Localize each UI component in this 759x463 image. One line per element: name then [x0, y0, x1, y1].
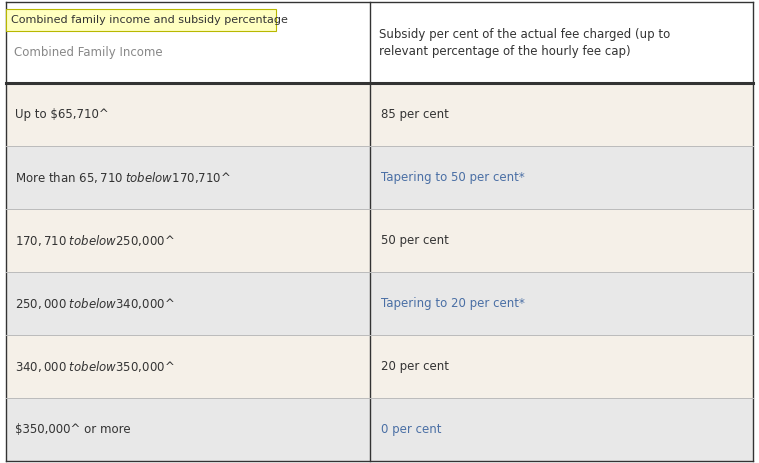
Text: Tapering to 50 per cent*: Tapering to 50 per cent*: [381, 171, 525, 184]
Text: $350,000^ or more: $350,000^ or more: [15, 423, 131, 436]
Bar: [370, 2, 753, 83]
Bar: [6, 146, 370, 209]
Bar: [6, 209, 370, 272]
Bar: [6, 83, 370, 146]
Text: $250,000^ to below $340,000^: $250,000^ to below $340,000^: [15, 296, 175, 311]
Text: 50 per cent: 50 per cent: [381, 234, 449, 247]
Text: 0 per cent: 0 per cent: [381, 423, 442, 436]
Bar: [6, 335, 370, 398]
Bar: [370, 398, 753, 461]
Text: Combined family income and subsidy percentage: Combined family income and subsidy perce…: [11, 15, 288, 25]
Bar: [370, 335, 753, 398]
Bar: [370, 272, 753, 335]
Bar: [370, 146, 753, 209]
Text: Up to $65,710^: Up to $65,710^: [15, 108, 109, 121]
FancyBboxPatch shape: [6, 9, 276, 31]
Bar: [370, 209, 753, 272]
Text: $340,000^ to below $350,000^: $340,000^ to below $350,000^: [15, 359, 175, 374]
Bar: [6, 272, 370, 335]
Text: Tapering to 20 per cent*: Tapering to 20 per cent*: [381, 297, 525, 310]
Text: 20 per cent: 20 per cent: [381, 360, 449, 373]
Text: More than $65,710^ to below $170,710^: More than $65,710^ to below $170,710^: [15, 170, 231, 185]
Text: $170,710^ to below $250,000^: $170,710^ to below $250,000^: [15, 233, 175, 248]
Text: Subsidy per cent of the actual fee charged (up to
relevant percentage of the hou: Subsidy per cent of the actual fee charg…: [379, 28, 670, 58]
Text: 85 per cent: 85 per cent: [381, 108, 449, 121]
Bar: [6, 398, 370, 461]
Bar: [6, 2, 370, 83]
Text: Combined Family Income: Combined Family Income: [14, 46, 162, 59]
Bar: [370, 83, 753, 146]
